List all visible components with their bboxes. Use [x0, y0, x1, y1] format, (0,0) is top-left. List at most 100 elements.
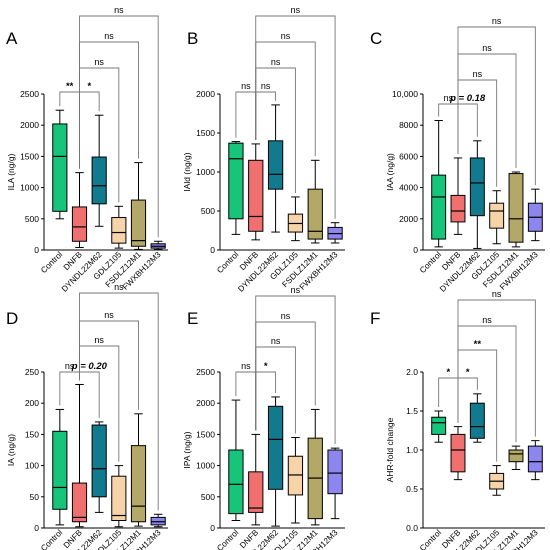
box-DNFB	[71, 383, 88, 528]
box-Control	[52, 109, 68, 220]
box-body	[307, 188, 323, 240]
box-body	[130, 445, 147, 523]
significance-label: *	[264, 361, 268, 372]
significance-bracket	[79, 15, 159, 238]
significance-bracket	[235, 91, 257, 140]
y-tick-label: 0	[210, 523, 215, 533]
box-body	[431, 416, 447, 435]
significance-bracket	[255, 295, 336, 445]
significance-label: p = 0.20	[71, 361, 108, 372]
significance-label: ns	[492, 289, 502, 299]
box-Control	[431, 410, 447, 443]
category-label: Control	[215, 250, 240, 275]
box-body	[71, 206, 88, 242]
box-DNFB	[450, 426, 466, 481]
y-tick-label: 0.5	[406, 484, 418, 494]
significance-bracket	[255, 91, 277, 140]
significance-label: ns	[241, 361, 251, 371]
box-Control	[431, 120, 447, 248]
box-body	[267, 140, 284, 190]
box-body	[450, 433, 466, 473]
box-FSDLZ12M1	[508, 171, 524, 248]
y-tick-label: 1000	[196, 461, 215, 471]
box-body	[469, 402, 485, 439]
significance-bracket	[255, 41, 316, 157]
y-tick-label: 1500	[196, 128, 215, 138]
y-axis-label: AHR-fold change	[385, 417, 395, 482]
significance-label: **	[66, 81, 74, 92]
box-body	[130, 199, 147, 247]
significance-bracket	[438, 377, 459, 423]
significance-bracket	[79, 371, 100, 418]
y-tick-label: 50	[30, 492, 40, 502]
category-label: Control	[418, 250, 443, 275]
significance-label: ns	[271, 57, 281, 67]
category-label: Control	[418, 528, 443, 550]
box-body	[327, 449, 343, 495]
box-GDLZ105	[287, 437, 304, 524]
y-axis-label: IPA (ng/g)	[182, 431, 192, 468]
box-FWXBH12M3	[150, 240, 166, 250]
significance-label: p = 0.18	[449, 93, 486, 104]
box-FSDLZ12M1	[508, 445, 524, 470]
box-body	[469, 157, 485, 217]
significance-label: **	[474, 339, 482, 350]
y-tick-label: 10,000	[392, 89, 418, 99]
significance-label: ns	[281, 311, 291, 321]
significance-label: ns	[473, 69, 483, 79]
significance-label: ns	[65, 361, 75, 371]
box-DYNDL22M62	[469, 140, 485, 249]
significance-label: ns	[104, 31, 114, 41]
panel-letter: E	[187, 309, 198, 328]
significance-label: ns	[492, 16, 502, 26]
y-axis-label: IAA (ng/g)	[385, 153, 395, 191]
y-tick-label: 0	[34, 523, 39, 533]
box-DYNDL22M62	[267, 104, 284, 233]
significance-label: ns	[241, 81, 251, 91]
panel-letter: D	[6, 309, 18, 328]
y-tick-label: 1000	[196, 167, 215, 177]
y-tick-label: 1500	[20, 151, 39, 161]
box-FWXBH12M3	[150, 513, 166, 528]
panel-letter: B	[187, 29, 198, 48]
panel-C: C IAA (ng/g) 0 2000 4000 6000 8000 10,000 Contro…	[370, 16, 545, 294]
y-tick-label: 8000	[399, 120, 418, 130]
significance-label: ns	[281, 31, 291, 41]
box-FWXBH12M3	[527, 188, 543, 242]
box-Control	[228, 399, 244, 522]
significance-label: ns	[114, 5, 124, 15]
box-DYNDL22M62	[91, 114, 107, 227]
significance-label: ns	[482, 43, 492, 53]
box-Control	[52, 408, 68, 526]
box-FWXBH12M3	[327, 447, 343, 520]
box-DNFB	[450, 157, 466, 235]
box-body	[150, 516, 166, 526]
y-axis-label: IA (ng/g)	[6, 434, 16, 466]
box-DYNDL22M62	[91, 421, 107, 513]
category-label: Control	[39, 528, 64, 550]
y-tick-label: 6000	[399, 151, 418, 161]
box-body	[267, 405, 284, 490]
box-FWXBH12M3	[327, 222, 343, 244]
box-GDLZ105	[111, 205, 127, 249]
significance-bracket	[79, 41, 139, 169]
significance-label: ns	[94, 57, 104, 67]
y-tick-label: 500	[25, 214, 39, 224]
y-tick-label: 2000	[196, 89, 215, 99]
y-tick-label: 2500	[196, 367, 215, 377]
y-tick-label: 2000	[20, 120, 39, 130]
box-GDLZ105	[111, 465, 127, 528]
significance-bracket	[255, 321, 316, 431]
box-body	[52, 430, 68, 510]
box-body	[527, 445, 543, 473]
significance-bracket	[457, 103, 478, 154]
y-tick-label: 200	[25, 398, 39, 408]
significance-label: *	[466, 367, 470, 378]
y-tick-label: 0.0	[406, 523, 418, 533]
box-DYNDL22M62	[267, 396, 284, 527]
